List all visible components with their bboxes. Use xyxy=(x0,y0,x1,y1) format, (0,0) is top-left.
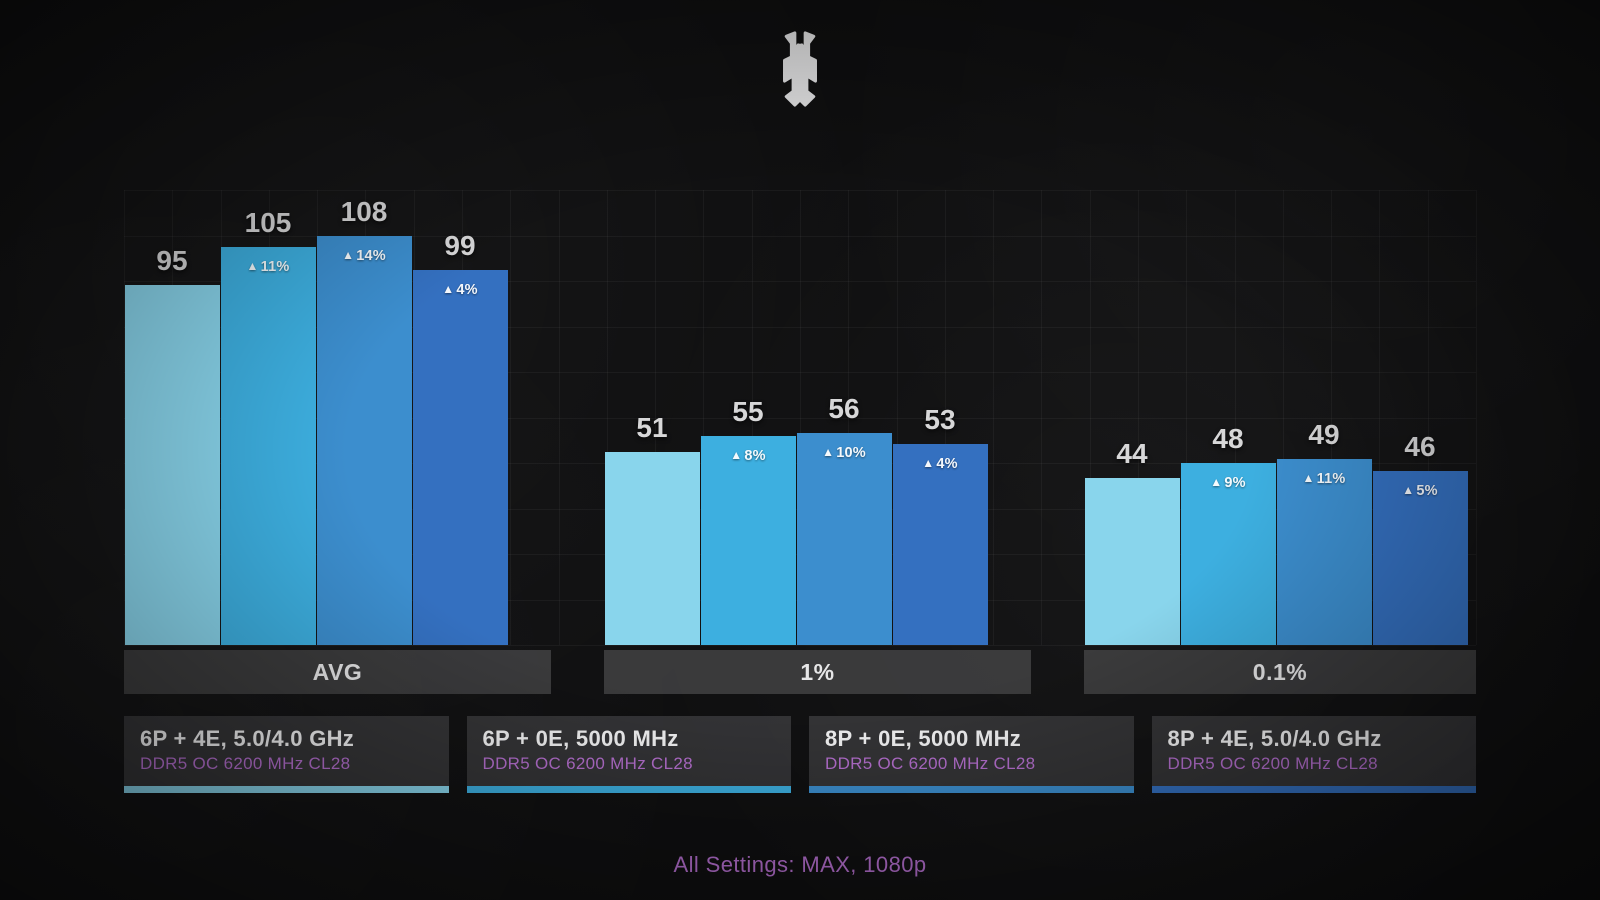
chart-bar: 49▲11% xyxy=(1277,459,1372,645)
group-axis-label: AVG xyxy=(124,650,551,694)
chart-bar: 108▲14% xyxy=(317,236,412,646)
chart-bar: 95 xyxy=(125,285,220,645)
bar-value-label: 51 xyxy=(605,412,700,444)
group-axis-label: 1% xyxy=(604,650,1031,694)
game-logo-icon xyxy=(757,26,843,117)
arrow-up-icon: ▲ xyxy=(1210,475,1222,489)
chart-bar: 48▲9% xyxy=(1181,463,1276,645)
settings-caption: All Settings: MAX, 1080p xyxy=(0,852,1600,878)
legend-color-swatch xyxy=(809,786,1134,793)
legend-memory-label: DDR5 OC 6200 MHz CL28 xyxy=(825,754,1118,774)
bar-value-label: 99 xyxy=(413,230,508,262)
chart-legend: 6P + 4E, 5.0/4.0 GHzDDR5 OC 6200 MHz CL2… xyxy=(124,716,1476,786)
legend-config-label: 8P + 0E, 5000 MHz xyxy=(825,726,1118,752)
bar-delta-label: ▲11% xyxy=(221,259,316,275)
bar-value-label: 95 xyxy=(125,245,220,277)
arrow-up-icon: ▲ xyxy=(922,456,934,470)
legend-config-label: 6P + 0E, 5000 MHz xyxy=(483,726,776,752)
chart-bar: 56▲10% xyxy=(797,433,892,645)
legend-memory-label: DDR5 OC 6200 MHz CL28 xyxy=(483,754,776,774)
arrow-up-icon: ▲ xyxy=(822,445,834,459)
arrow-up-icon: ▲ xyxy=(247,259,259,273)
legend-memory-label: DDR5 OC 6200 MHz CL28 xyxy=(140,754,433,774)
bar-value-label: 48 xyxy=(1181,423,1276,455)
chart-bar: 99▲4% xyxy=(413,270,508,645)
arrow-up-icon: ▲ xyxy=(730,448,742,462)
bar-value-label: 49 xyxy=(1277,419,1372,451)
legend-item: 8P + 4E, 5.0/4.0 GHzDDR5 OC 6200 MHz CL2… xyxy=(1152,716,1477,786)
legend-color-swatch xyxy=(1152,786,1477,793)
chart-bar: 105▲11% xyxy=(221,247,316,645)
bar-value-label: 105 xyxy=(221,207,316,239)
bar-delta-label: ▲10% xyxy=(797,445,892,461)
chart-bar: 44 xyxy=(1085,478,1180,645)
arrow-up-icon: ▲ xyxy=(442,282,454,296)
bar-value-label: 53 xyxy=(893,404,988,436)
bar-delta-label: ▲4% xyxy=(413,282,508,298)
legend-config-label: 8P + 4E, 5.0/4.0 GHz xyxy=(1168,726,1461,752)
legend-memory-label: DDR5 OC 6200 MHz CL28 xyxy=(1168,754,1461,774)
legend-color-swatch xyxy=(124,786,449,793)
benchmark-bar-chart: 95105▲11%108▲14%99▲4%5155▲8%56▲10%53▲4%4… xyxy=(124,190,1476,645)
legend-item: 6P + 4E, 5.0/4.0 GHzDDR5 OC 6200 MHz CL2… xyxy=(124,716,449,786)
chart-bar: 53▲4% xyxy=(893,444,988,645)
bar-delta-label: ▲11% xyxy=(1277,471,1372,487)
bar-group: 4448▲9%49▲11%46▲5% xyxy=(1084,190,1468,645)
bar-value-label: 46 xyxy=(1373,431,1468,463)
chart-bar: 46▲5% xyxy=(1373,471,1468,645)
bar-delta-label: ▲5% xyxy=(1373,483,1468,499)
bar-group: 5155▲8%56▲10%53▲4% xyxy=(604,190,988,645)
legend-color-swatch xyxy=(467,786,792,793)
bar-delta-label: ▲8% xyxy=(701,448,796,464)
bar-delta-label: ▲9% xyxy=(1181,475,1276,491)
bar-delta-label: ▲4% xyxy=(893,456,988,472)
bar-value-label: 44 xyxy=(1085,438,1180,470)
group-axis-label: 0.1% xyxy=(1084,650,1476,694)
bar-delta-label: ▲14% xyxy=(317,248,412,264)
bar-value-label: 108 xyxy=(317,196,412,228)
arrow-up-icon: ▲ xyxy=(1402,483,1414,497)
bar-value-label: 56 xyxy=(797,393,892,425)
legend-item: 8P + 0E, 5000 MHzDDR5 OC 6200 MHz CL28 xyxy=(809,716,1134,786)
arrow-up-icon: ▲ xyxy=(342,248,354,262)
legend-config-label: 6P + 4E, 5.0/4.0 GHz xyxy=(140,726,433,752)
bar-group: 95105▲11%108▲14%99▲4% xyxy=(124,190,508,645)
arrow-up-icon: ▲ xyxy=(1303,471,1315,485)
chart-bar: 55▲8% xyxy=(701,436,796,645)
chart-bar: 51 xyxy=(605,452,700,645)
chart-axis-labels: AVG 1% 0.1% xyxy=(124,650,1476,694)
bar-value-label: 55 xyxy=(701,396,796,428)
legend-item: 6P + 0E, 5000 MHzDDR5 OC 6200 MHz CL28 xyxy=(467,716,792,786)
